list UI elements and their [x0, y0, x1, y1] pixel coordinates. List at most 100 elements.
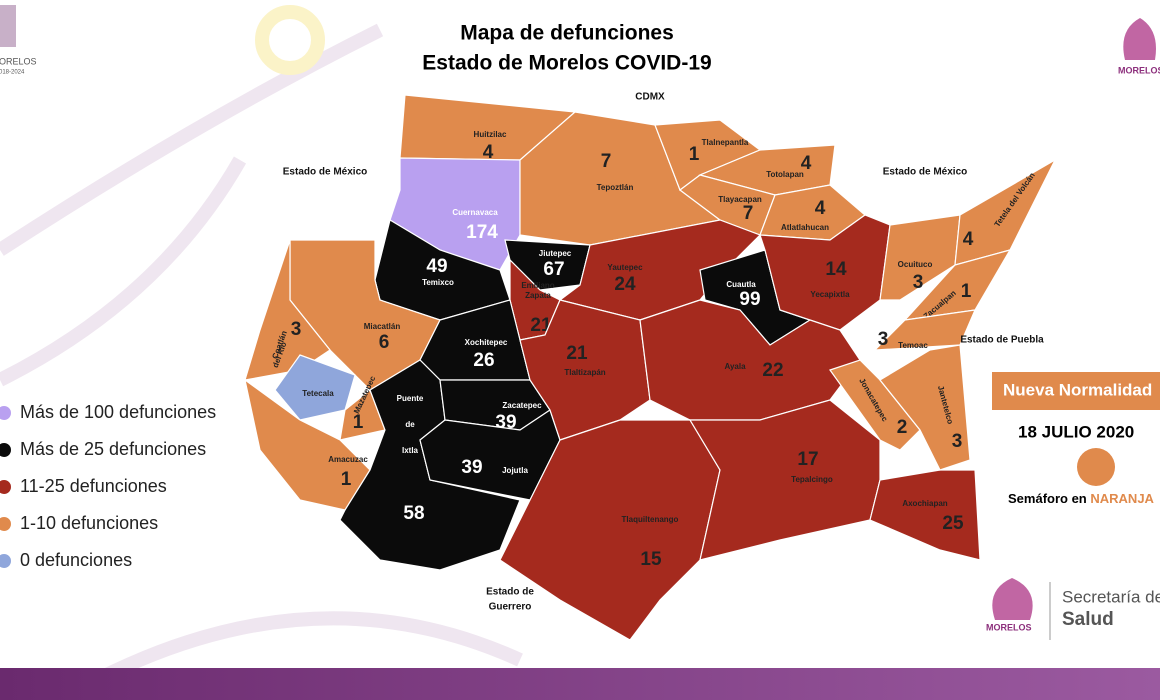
legend: Más de 100 defunciones Más de 25 defuncio… [0, 402, 216, 570]
bottom-band [0, 668, 1160, 700]
death-count: 4 [801, 153, 812, 174]
logo-top-left: MORELOS 2018-2024 [0, 5, 37, 76]
legend-swatch [0, 443, 11, 457]
death-count: 1 [353, 412, 364, 433]
death-count: 21 [566, 343, 588, 364]
municipality-name: Ixtla [402, 446, 419, 455]
logo-text: Salud [1062, 609, 1114, 630]
death-count: 174 [466, 222, 498, 243]
legend-swatch [0, 406, 11, 420]
death-count: 7 [601, 151, 612, 172]
death-count: 1 [341, 469, 352, 490]
municipality-name: Ocuituco [898, 260, 933, 269]
neighbor-label: CDMX [635, 92, 665, 103]
municipality-name: Jiutepec [539, 249, 572, 258]
municipality [274, 354, 356, 421]
death-count: 67 [543, 259, 564, 280]
map: Huitzilac4Cuernavaca174Tepoztlán7Tlalnep… [244, 92, 1057, 641]
municipality-name: Zacatepec [502, 401, 542, 410]
death-count: 7 [743, 203, 754, 224]
municipality-name: Axochiapan [902, 499, 947, 508]
municipality-name: Tlayacapan [718, 195, 762, 204]
municipality-name: Jojutla [502, 466, 528, 475]
legend-label: 0 defunciones [20, 550, 132, 570]
municipality-name: Temoac [898, 341, 928, 350]
municipality-name: Tlaquiltenango [622, 515, 679, 524]
legend-label: 11-25 defunciones [20, 476, 167, 496]
title: Estado de Morelos COVID-19 [422, 52, 711, 75]
municipality-name: Amacuzac [328, 455, 368, 464]
municipality-name: Yautepec [607, 263, 643, 272]
death-count: 3 [291, 319, 302, 340]
legend-swatch [0, 554, 11, 568]
death-count: 1 [961, 281, 972, 302]
municipality-name: Cuautla [726, 280, 756, 289]
municipality [639, 299, 861, 421]
death-count: 3 [878, 329, 889, 350]
death-count: 99 [739, 289, 760, 310]
neighbor-label: Estado de [486, 587, 534, 598]
death-count: 4 [815, 198, 826, 219]
death-count: 2 [897, 417, 908, 438]
legend-swatch [0, 480, 11, 494]
death-count: 22 [762, 360, 783, 381]
logo-bottom: MORELOS Secretaría de Salud [986, 578, 1160, 640]
municipality-name: Zapata [525, 291, 551, 300]
municipality-name: Puente [397, 394, 424, 403]
death-count: 14 [825, 259, 847, 280]
logo-text: MORELOS [986, 622, 1032, 632]
municipality [879, 214, 961, 301]
municipality [688, 399, 881, 561]
logo-text: MORELOS [1118, 65, 1160, 75]
municipality [879, 344, 971, 471]
status-banner [992, 372, 1160, 410]
municipality [519, 299, 651, 441]
neighbor-label: Estado de México [283, 167, 367, 178]
municipality-name: Tlalnepantla [702, 138, 749, 147]
death-count: 17 [797, 449, 818, 470]
death-count: 49 [426, 256, 447, 277]
municipality [504, 239, 591, 291]
municipality-name: Tlaltizapán [564, 368, 605, 377]
municipality-name: Totolapan [766, 170, 804, 179]
death-count: 4 [963, 229, 974, 250]
municipality-name: Cuernavaca [452, 208, 498, 217]
death-count: 58 [403, 503, 424, 524]
death-count: 3 [952, 431, 963, 452]
logo-text: Secretaría de [1062, 587, 1160, 606]
logo-text: 2018-2024 [0, 70, 25, 76]
neighbor-label: Estado de México [883, 167, 967, 178]
semaforo-text: Semáforo en NARANJA [1008, 491, 1155, 506]
legend-label: 1-10 defunciones [20, 513, 158, 533]
status-banner-text: Nueva Normalidad [1003, 380, 1152, 399]
death-count: 4 [483, 142, 494, 163]
legend-label: Más de 100 defunciones [20, 402, 216, 422]
municipality-name: Ayala [724, 362, 746, 371]
municipality-name: Emiliano [521, 281, 554, 290]
municipality-name: Miacatlán [364, 322, 401, 331]
death-count: 6 [379, 332, 390, 353]
municipality-name: Yecapixtla [810, 290, 850, 299]
death-count: 3 [913, 272, 924, 293]
semaforo-dot [1077, 448, 1115, 486]
logo-top-right: MORELOS [1118, 18, 1160, 75]
municipality-name: Atlatlahucan [781, 223, 829, 232]
municipality-name: de [405, 420, 415, 429]
death-count: 39 [461, 457, 482, 478]
death-count: 25 [942, 513, 964, 534]
municipality-name: Temixco [422, 278, 454, 287]
death-count: 15 [640, 549, 662, 570]
background-decoration [0, 5, 523, 700]
municipality [499, 419, 721, 641]
legend-swatch [0, 517, 11, 531]
neighbor-label: Guerrero [489, 602, 532, 613]
neighbor-label: Estado de Puebla [960, 335, 1044, 346]
status-date: 18 JULIO 2020 [1018, 422, 1134, 441]
municipality [759, 214, 891, 331]
municipality-name: Tetecala [302, 389, 334, 398]
logo-text: MORELOS [0, 56, 37, 66]
legend-label: Más de 25 defunciones [20, 439, 206, 459]
municipality-name: Xochitepec [465, 338, 508, 347]
title: Mapa de defunciones [460, 22, 674, 45]
